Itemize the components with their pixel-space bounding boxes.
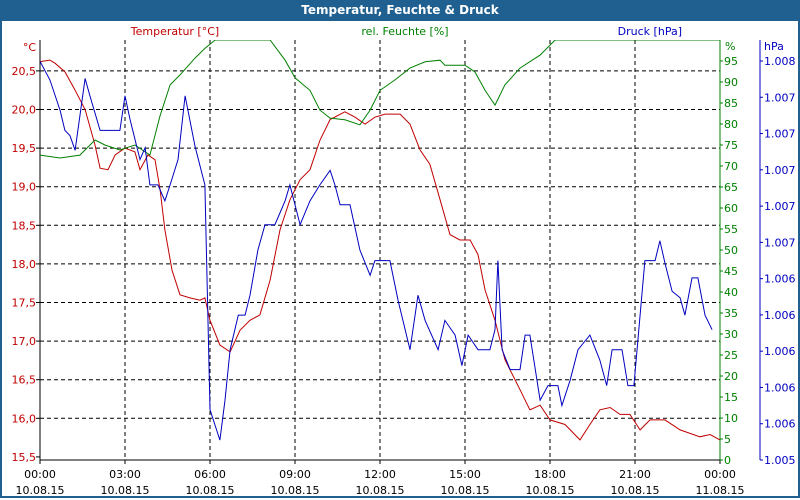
humidity-tick-label: 60 <box>724 202 738 215</box>
x-tick-label-date: 10.08.15 <box>101 484 150 497</box>
temperature-tick-label: 18,5 <box>12 219 37 232</box>
x-tick-label-date: 11.08.15 <box>696 484 745 497</box>
pressure-tick-label: 1.007 <box>764 91 796 104</box>
x-tick-label-time: 03:00 <box>109 468 141 481</box>
humidity-tick-label: 95 <box>724 55 738 68</box>
humidity-tick-label: 30 <box>724 328 738 341</box>
window-title: Temperatur, Feuchte & Druck <box>0 0 800 21</box>
temperature-tick-label: 20,0 <box>12 103 37 116</box>
x-tick-label-time: 00:00 <box>24 468 56 481</box>
humidity-tick-label: 75 <box>724 139 738 152</box>
temperature-tick-label: 16,5 <box>12 374 37 387</box>
pressure-tick-label: 1.006 <box>764 345 796 358</box>
humidity-tick-label: 85 <box>724 97 738 110</box>
temperature-tick-label: 16,0 <box>12 412 37 425</box>
humidity-tick-label: 55 <box>724 223 738 236</box>
x-tick-label-date: 10.08.15 <box>611 484 660 497</box>
humidity-tick-label: 45 <box>724 265 738 278</box>
pressure-tick-label: 1.007 <box>764 200 796 213</box>
x-tick-label-date: 10.08.15 <box>356 484 405 497</box>
temperature-tick-label: 17,5 <box>12 297 37 310</box>
x-tick-label-date: 10.08.15 <box>526 484 575 497</box>
pressure-tick-label: 1.008 <box>764 55 796 68</box>
pressure-unit: hPa <box>764 40 784 53</box>
x-tick-label-time: 06:00 <box>194 468 226 481</box>
pressure-tick-label: 1.007 <box>764 236 796 249</box>
temperature-unit: °C <box>23 41 37 54</box>
humidity-axis-title: rel. Feuchte [%] <box>361 25 448 38</box>
pressure-tick-label: 1.006 <box>764 381 796 394</box>
x-tick-label-time: 18:00 <box>534 468 566 481</box>
pressure-tick-label: 1.007 <box>764 128 796 141</box>
x-tick-label-date: 10.08.15 <box>271 484 320 497</box>
humidity-tick-label: 20 <box>724 370 738 383</box>
humidity-tick-label: 15 <box>724 391 738 404</box>
humidity-tick-label: 5 <box>724 433 731 446</box>
pressure-tick-label: 1.006 <box>764 273 796 286</box>
series-line-temperature <box>40 59 720 441</box>
x-tick-label-time: 21:00 <box>619 468 651 481</box>
pressure-tick-label: 1.006 <box>764 418 796 431</box>
x-tick-label-time: 00:00 <box>704 468 736 481</box>
x-tick-label-date: 10.08.15 <box>186 484 235 497</box>
pressure-tick-label: 1.007 <box>764 164 796 177</box>
humidity-tick-label: 70 <box>724 160 738 173</box>
temperature-axis-title: Temperatur [°C] <box>130 25 219 38</box>
humidity-unit: % <box>725 40 735 53</box>
temperature-tick-label: 17,0 <box>12 335 37 348</box>
humidity-tick-label: 40 <box>724 286 738 299</box>
temperature-tick-label: 20,5 <box>12 65 37 78</box>
humidity-tick-label: 80 <box>724 118 738 131</box>
x-tick-label-date: 10.08.15 <box>16 484 65 497</box>
x-tick-label-time: 09:00 <box>279 468 311 481</box>
temperature-tick-label: 18,0 <box>12 258 37 271</box>
humidity-tick-label: 50 <box>724 244 738 257</box>
pressure-axis-title: Druck [hPa] <box>618 25 682 38</box>
humidity-tick-label: 35 <box>724 307 738 320</box>
series-line-humidity <box>40 40 720 159</box>
pressure-tick-label: 1.005 <box>764 454 796 467</box>
x-tick-label-time: 15:00 <box>449 468 481 481</box>
humidity-tick-label: 0 <box>724 454 731 467</box>
humidity-tick-label: 90 <box>724 76 738 89</box>
temperature-tick-label: 15,5 <box>12 451 37 464</box>
humidity-tick-label: 25 <box>724 349 738 362</box>
x-tick-label-date: 10.08.15 <box>441 484 490 497</box>
temperature-tick-label: 19,5 <box>12 142 37 155</box>
temperature-tick-label: 19,0 <box>12 181 37 194</box>
series-line-pressure <box>40 61 713 441</box>
pressure-tick-label: 1.006 <box>764 309 796 322</box>
humidity-tick-label: 10 <box>724 412 738 425</box>
humidity-tick-label: 65 <box>724 181 738 194</box>
x-tick-label-time: 12:00 <box>364 468 396 481</box>
